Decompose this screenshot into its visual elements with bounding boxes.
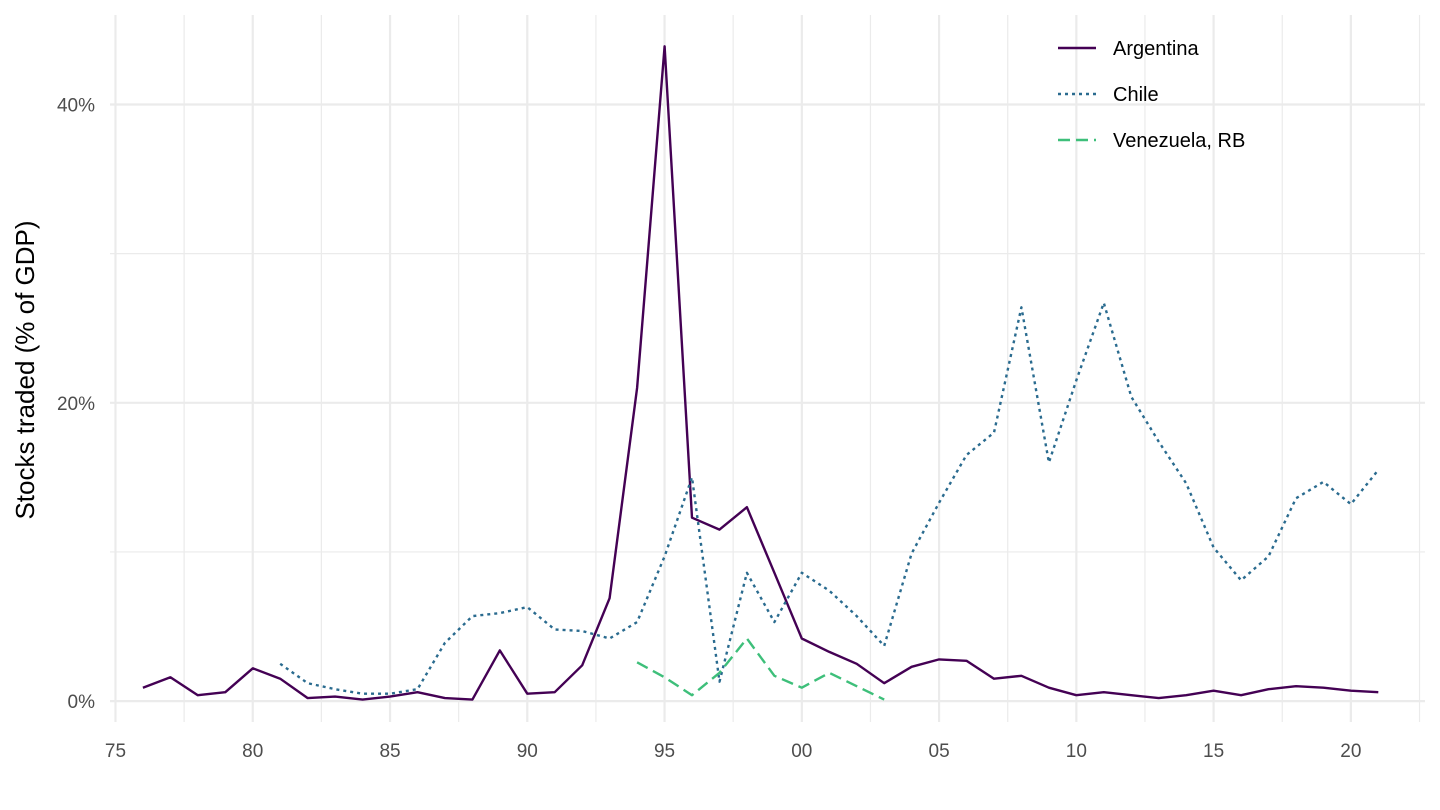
series-line-venezuela-rb	[636, 637, 885, 701]
series-lines	[142, 45, 1380, 701]
legend-label: Argentina	[1113, 38, 1199, 60]
x-tick-label: 90	[517, 741, 538, 762]
x-tick-label: 05	[929, 741, 950, 762]
y-axis-ticks: 0% 20% 40%	[57, 95, 95, 713]
y-tick-label: 40%	[57, 95, 95, 116]
legend: Argentina Chile Venezuela, RB	[1058, 38, 1245, 152]
legend-label: Chile	[1113, 84, 1159, 106]
major-gridlines	[110, 15, 1425, 722]
x-axis-ticks: 75 80 85 90 95 00 05 10 15 20	[105, 741, 1362, 762]
x-tick-label: 10	[1066, 741, 1087, 762]
x-tick-label: 75	[105, 741, 126, 762]
series-line-argentina	[142, 45, 1379, 701]
x-tick-label: 00	[791, 741, 812, 762]
series-line-chile	[279, 301, 1380, 695]
x-tick-label: 85	[379, 741, 400, 762]
y-tick-label: 20%	[57, 394, 95, 415]
x-tick-label: 80	[242, 741, 263, 762]
y-axis-title: Stocks traded (% of GDP)	[10, 220, 40, 519]
y-tick-label: 0%	[68, 692, 96, 713]
legend-label: Venezuela, RB	[1113, 130, 1245, 152]
minor-gridlines	[110, 15, 1425, 722]
x-tick-label: 15	[1203, 741, 1224, 762]
x-tick-label: 95	[654, 741, 675, 762]
x-tick-label: 20	[1340, 741, 1361, 762]
